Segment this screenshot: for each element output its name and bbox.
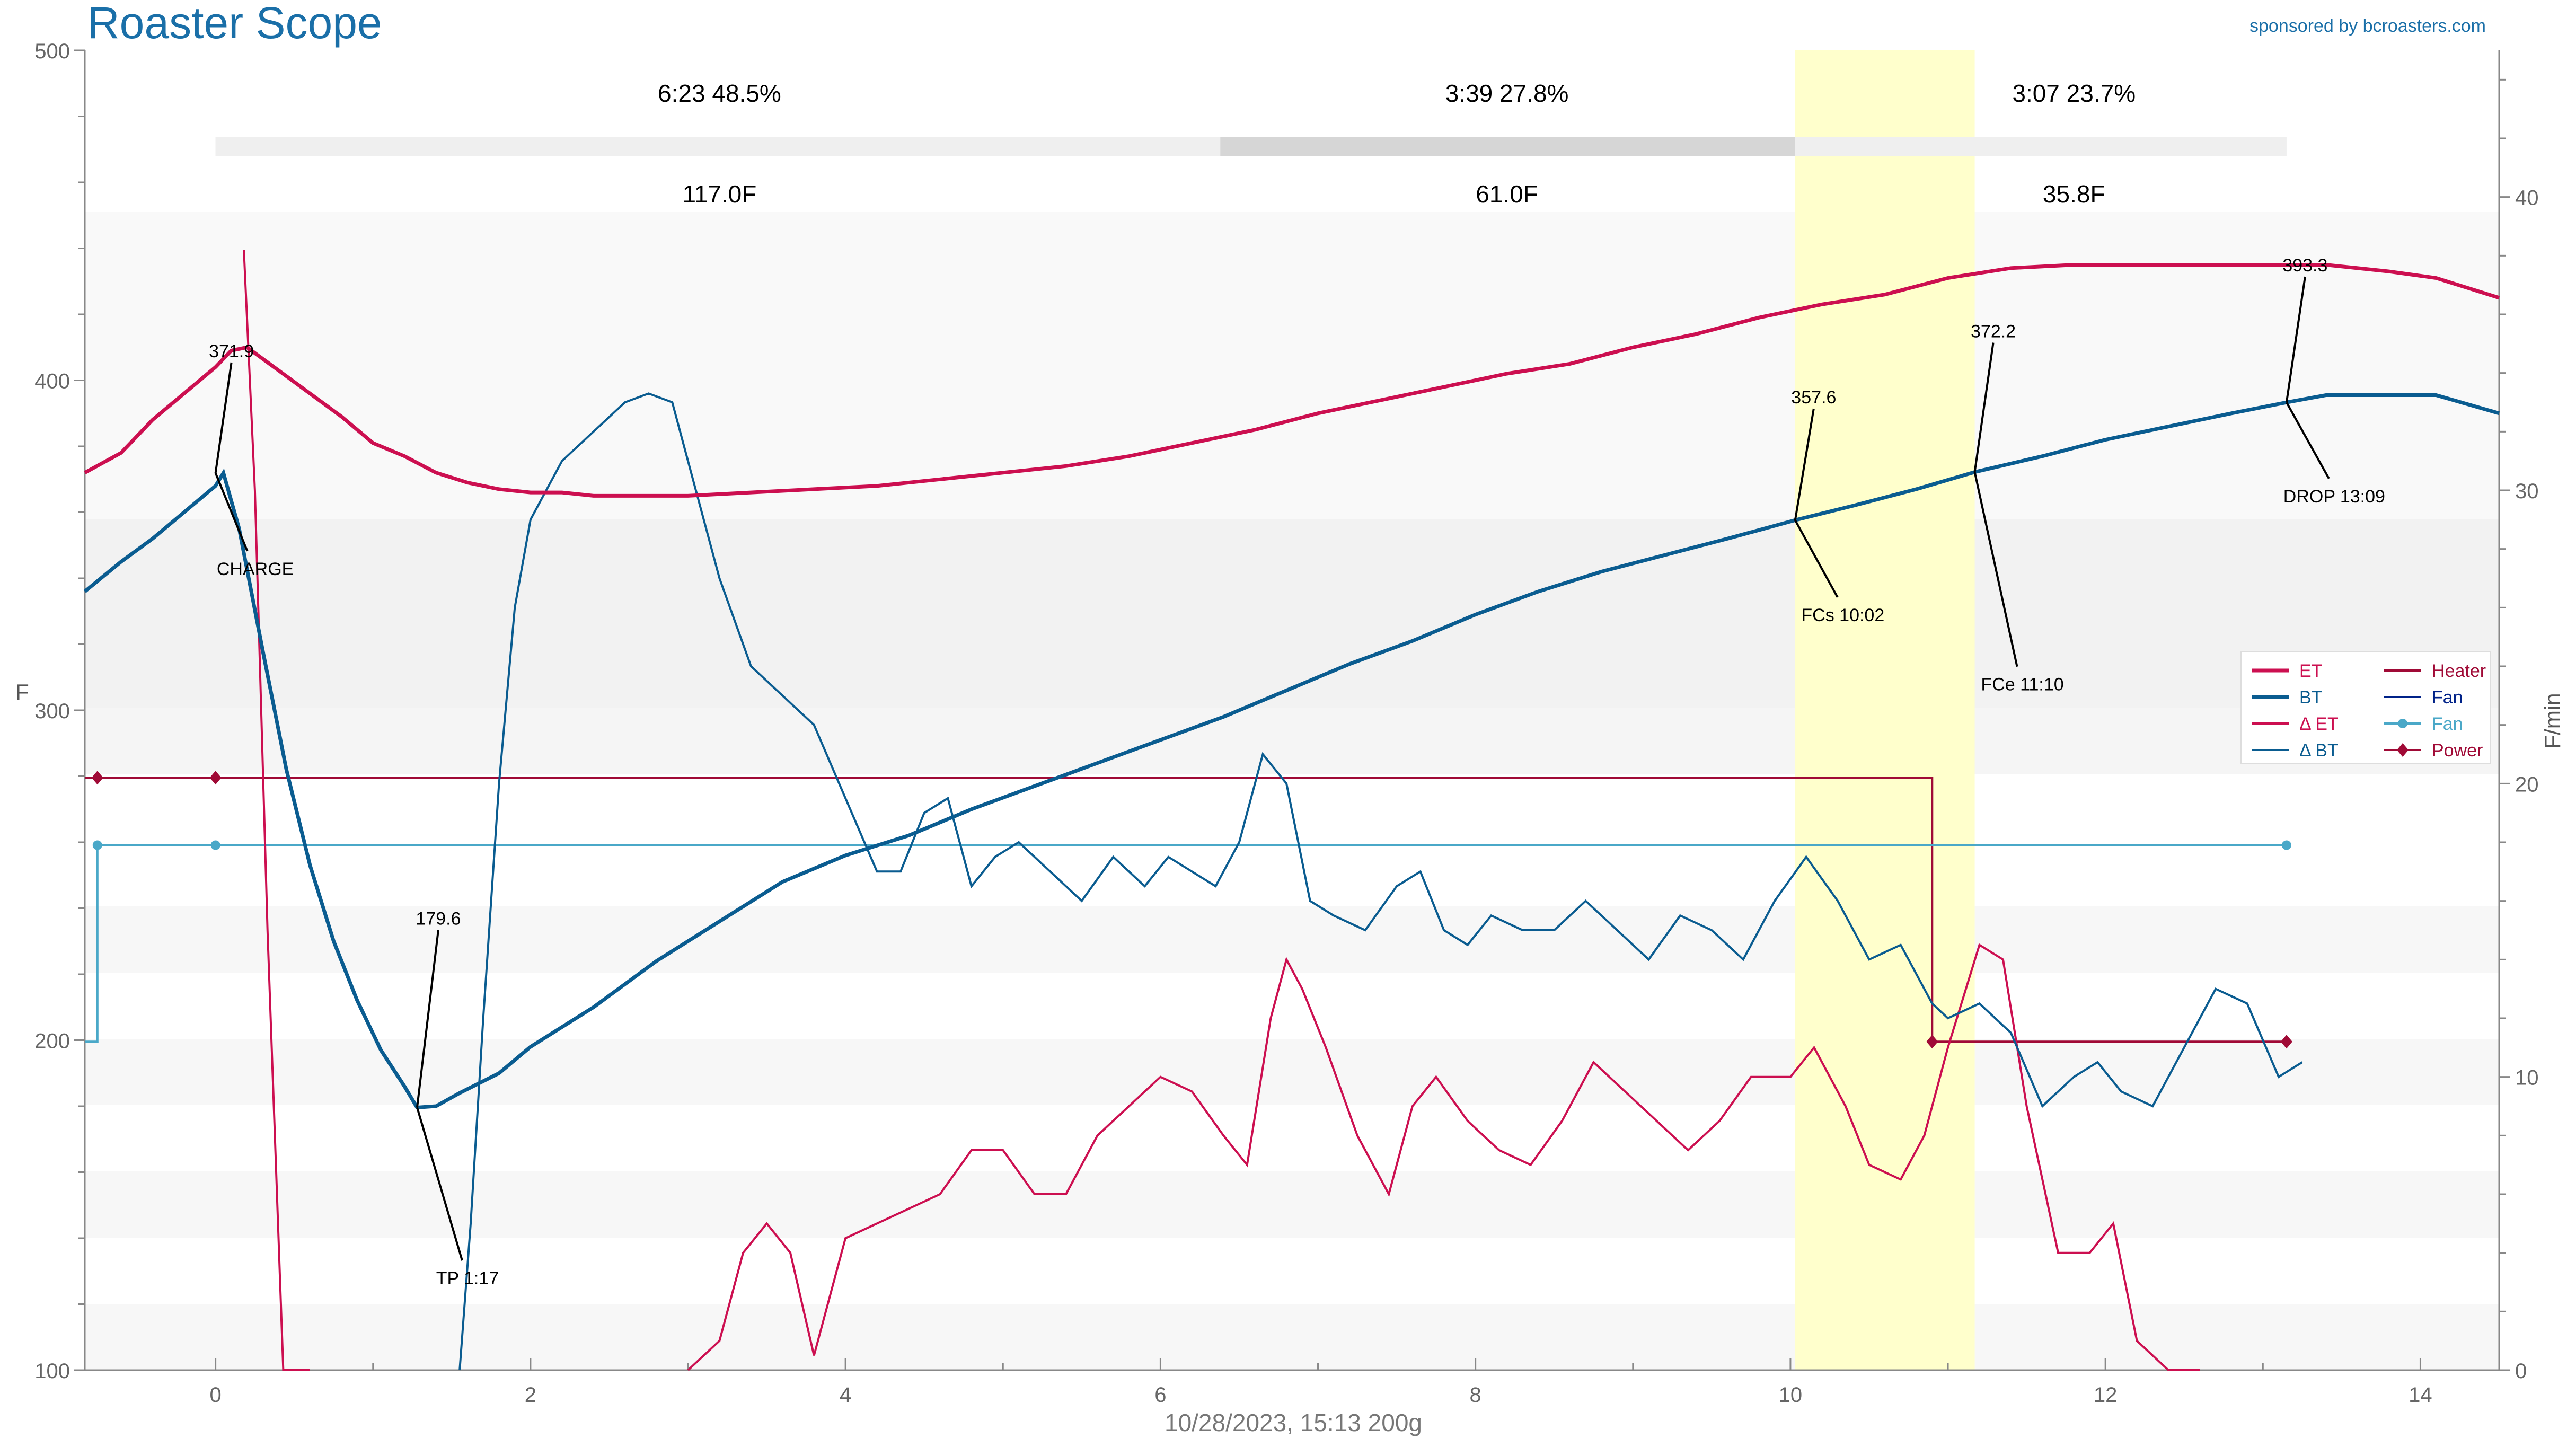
power-marker: [1926, 1035, 1938, 1049]
development-highlight: [1795, 50, 1975, 1370]
fan-line: [85, 844, 2287, 1043]
x-tick-label: 2: [525, 1383, 536, 1407]
phase-time-label: 3:07 23.7%: [2012, 80, 2136, 107]
legend-label: ET: [2299, 661, 2322, 681]
annotation-value: 371.9: [209, 341, 254, 361]
y-left-tick-label: 300: [34, 700, 70, 723]
bt-line: [83, 393, 2500, 1110]
annotation-leader: [214, 362, 233, 473]
y-right-tick-label: 40: [2515, 187, 2539, 210]
legend-label: BT: [2299, 687, 2322, 708]
legend-label: Fan: [2432, 687, 2463, 708]
phase-bar: [215, 137, 2287, 156]
sponsor-link[interactable]: sponsored by bcroasters.com: [2249, 16, 2486, 36]
y-axis-left-label: F: [15, 680, 29, 704]
power-marker: [209, 771, 222, 785]
delta-et-line: [687, 943, 2200, 1371]
fan-marker: [210, 840, 220, 850]
delta-bt-line: [458, 392, 2303, 1371]
power-marker: [2280, 1035, 2292, 1049]
annotation-event: CHARGE: [217, 559, 294, 579]
y-right-tick-label: 10: [2515, 1066, 2539, 1090]
phase-delta-label: 61.0F: [1476, 180, 1538, 208]
legend-label: Heater: [2432, 661, 2486, 681]
x-tick-label: 10: [1779, 1383, 1803, 1407]
y-right-tick-label: 20: [2515, 773, 2539, 796]
phase-labels: 6:23 48.5% 117.0F 3:39 27.8% 61.0F 3:07 23.7…: [658, 80, 2136, 208]
app-title: Roaster Scope: [87, 0, 382, 48]
x-tick-label: 4: [840, 1383, 851, 1407]
band: [85, 1039, 2499, 1105]
annotation-value: 393.3: [2282, 255, 2327, 276]
legend-label: Δ BT: [2299, 740, 2339, 761]
delta-et-line-early: [243, 250, 310, 1371]
x-tick-label: 0: [209, 1383, 221, 1407]
annotation-value: 357.6: [1791, 387, 1836, 408]
phase-delta-label: 117.0F: [683, 180, 757, 208]
event-annotations: 371.9 CHARGE 179.6 TP 1:17 357.6 FCs 10:02 372…: [209, 255, 2385, 1289]
band: [85, 519, 2499, 708]
annotation-event: FCe 11:10: [1981, 675, 2063, 695]
series-markers: [91, 771, 2292, 1049]
annotation-leader: [1794, 408, 1815, 520]
phase-bar-segment: [1795, 137, 2287, 156]
annotation-leader: [416, 1107, 463, 1261]
annotation-value: 179.6: [416, 909, 461, 929]
power-marker: [91, 771, 103, 785]
legend-label: Δ ET: [2299, 714, 2339, 734]
annotation-event: DROP 13:09: [2283, 487, 2385, 507]
legend-dot: [2398, 719, 2407, 728]
band: [85, 1171, 2499, 1238]
phase-time-label: 6:23 48.5%: [658, 80, 781, 107]
annotation-leader: [416, 930, 439, 1108]
legend-label: Fan: [2432, 714, 2463, 734]
y-left-tick-label: 500: [34, 40, 70, 63]
annotation-value: 372.2: [1971, 322, 2016, 342]
x-tick-label: 6: [1154, 1383, 1166, 1407]
background-bands: [85, 50, 2499, 1370]
annotation-event: TP 1:17: [436, 1268, 499, 1289]
x-tick-label: 8: [1470, 1383, 1481, 1407]
x-tick-label: 12: [2094, 1383, 2118, 1407]
band: [85, 1304, 2499, 1370]
annotation-leader: [1794, 519, 1839, 598]
annotation-leader: [1973, 472, 2018, 667]
heater-line: [85, 777, 2287, 1043]
footer-info: 10/28/2023, 15:13 200g: [1165, 1409, 1422, 1436]
annotation-leader: [1973, 342, 1995, 472]
phase-bar-segment: [215, 137, 1221, 156]
fan-marker: [2281, 840, 2291, 850]
y-left-tick-label: 100: [34, 1360, 70, 1383]
series-lines: [83, 250, 2500, 1371]
y-right-tick-label: 0: [2515, 1360, 2527, 1383]
x-tick-label: 14: [2409, 1383, 2432, 1407]
y-right-tick-label: 30: [2515, 480, 2539, 503]
y-left-tick-label: 400: [34, 370, 70, 393]
phase-bar-segment: [1220, 137, 1795, 156]
phase-time-label: 3:39 27.8%: [1445, 80, 1569, 107]
annotation-leader: [2285, 276, 2306, 403]
highlight-band: [1795, 50, 1975, 1370]
et-line: [84, 263, 2500, 498]
annotation-event: FCs 10:02: [1801, 605, 1884, 625]
y-axis-right-label: F/min: [2540, 693, 2565, 749]
phase-delta-label: 35.8F: [2043, 180, 2105, 208]
annotation-leader: [2286, 402, 2330, 479]
legend: ET BT Δ ET Δ BT Heater Fan Fan Power: [2240, 651, 2491, 764]
fan-marker: [92, 840, 102, 850]
legend-label: Power: [2432, 740, 2483, 761]
annotation-leader: [214, 472, 249, 552]
legend-diamond: [2397, 743, 2409, 757]
y-left-tick-label: 200: [34, 1030, 70, 1053]
band: [85, 212, 2499, 519]
